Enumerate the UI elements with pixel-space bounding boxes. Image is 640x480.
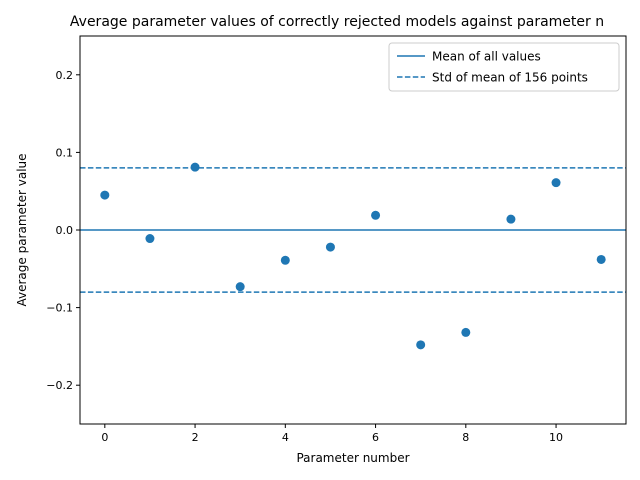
y-axis-label: Average parameter value: [15, 153, 29, 306]
data-point-10: [551, 178, 561, 188]
data-point-0: [100, 190, 110, 200]
y-tick-label-4: 0.2: [56, 69, 74, 82]
data-point-6: [371, 210, 381, 220]
x-tick-label-6: 6: [372, 431, 379, 444]
x-tick-label-4: 4: [282, 431, 289, 444]
data-point-8: [461, 327, 471, 337]
legend-mean-label: Mean of all values: [432, 50, 541, 64]
data-point-3: [235, 282, 245, 292]
x-tick-label-2: 2: [192, 431, 199, 444]
plot-frame: [79, 35, 627, 425]
y-tick-label-3: 0.1: [56, 146, 74, 159]
data-point-1: [145, 234, 155, 244]
data-point-4: [280, 255, 290, 265]
x-tick-label-8: 8: [462, 431, 469, 444]
x-axis: 0 2 4 6 8 10: [101, 424, 563, 444]
x-axis-label: Parameter number: [296, 451, 409, 465]
x-tick-label-10: 10: [549, 431, 563, 444]
legend-box: [388, 42, 620, 92]
data-point-11: [596, 254, 606, 264]
y-tick-label-2: 0.0: [56, 224, 74, 237]
legend-std-label: Std of mean of 156 points: [432, 71, 588, 85]
data-point-7: [416, 340, 426, 350]
y-axis: −0.2 −0.1 0.0 0.1 0.2: [46, 69, 80, 392]
data-point-5: [325, 242, 335, 252]
legend: Mean of all values Std of mean of 156 po…: [388, 42, 620, 92]
data-point-2: [190, 162, 200, 172]
x-tick-label-0: 0: [101, 431, 108, 444]
data-point-9: [506, 214, 516, 224]
y-tick-label-0: −0.2: [46, 379, 73, 392]
chart-title: Average parameter values of correctly re…: [70, 14, 604, 30]
plot-area: [80, 162, 626, 350]
y-tick-label-1: −0.1: [46, 302, 73, 315]
